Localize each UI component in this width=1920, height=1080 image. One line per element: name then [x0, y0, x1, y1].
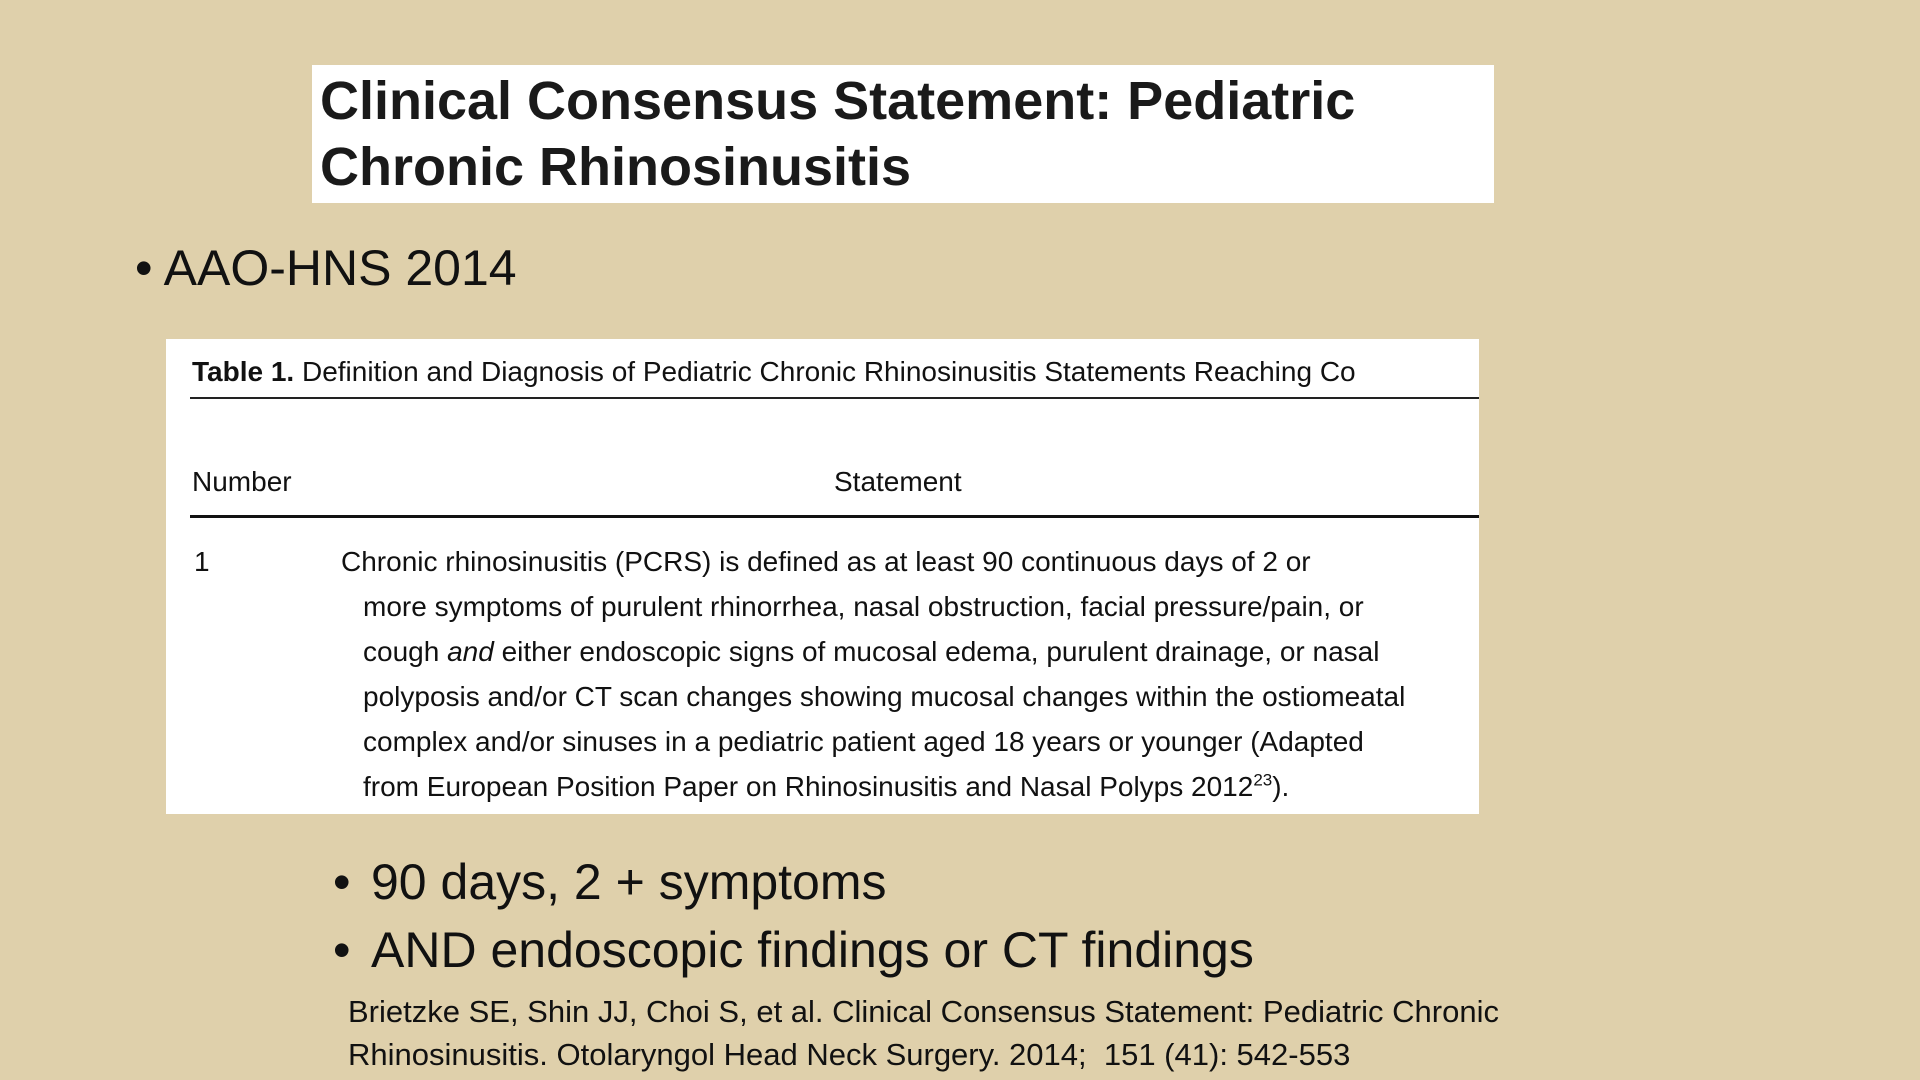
citation: Brietzke SE, Shin JJ, Choi S, et al. Cli… — [348, 990, 1499, 1076]
statement-fragment: from European Position Paper on Rhinosin… — [363, 771, 1254, 802]
header-statement: Statement — [834, 466, 962, 497]
statement-line: cough and either endoscopic signs of muc… — [341, 629, 1471, 674]
title-line-1: Clinical Consensus Statement: Pediatric — [320, 71, 1356, 131]
statement-line: more symptoms of purulent rhinorrhea, na… — [363, 591, 1364, 622]
bullet-text: 90 days, 2 + symptoms — [371, 854, 887, 910]
sub-bullet-1: • 90 days, 2 + symptoms — [333, 852, 887, 912]
statement-fragment: ). — [1272, 771, 1290, 802]
caption-text: Definition and Diagnosis of Pediatric Ch… — [294, 356, 1356, 387]
title-line-2: Chronic Rhinosinusitis — [320, 137, 912, 197]
caption-rule — [190, 397, 1479, 399]
header-rule — [190, 515, 1479, 518]
statement-text: Chronic rhinosinusitis (PCRS) is defined… — [341, 539, 1471, 809]
title-image: Clinical Consensus Statement: Pediatric … — [312, 65, 1494, 203]
citation-line-1: Brietzke SE, Shin JJ, Choi S, et al. Cli… — [348, 994, 1499, 1029]
row-number: 1 — [194, 546, 210, 577]
reference-superscript: 23 — [1253, 770, 1273, 790]
table-caption: Table 1. Definition and Diagnosis of Ped… — [192, 355, 1356, 389]
statement-line: complex and/or sinuses in a pediatric pa… — [363, 726, 1364, 757]
bullet-dot: • — [333, 854, 351, 910]
statement-line: from European Position Paper on Rhinosin… — [341, 764, 1471, 809]
citation-line-2: Rhinosinusitis. Otolaryngol Head Neck Su… — [348, 1037, 1351, 1072]
statement-line: Chronic rhinosinusitis (PCRS) is defined… — [341, 546, 1311, 577]
caption-label: Table 1. — [192, 356, 295, 387]
header-number: Number — [192, 466, 292, 497]
main-bullet: • AAO-HNS 2014 — [135, 238, 517, 298]
statement-italic: and — [439, 636, 502, 667]
bullet-dot: • — [333, 922, 351, 978]
bullet-text: AAO-HNS 2014 — [163, 240, 517, 296]
table-image: Table 1. Definition and Diagnosis of Ped… — [166, 339, 1479, 814]
sub-bullet-2: • AND endoscopic findings or CT findings — [333, 920, 1254, 980]
statement-line: polyposis and/or CT scan changes showing… — [363, 681, 1406, 712]
statement-fragment: either endoscopic signs of mucosal edema… — [501, 636, 1380, 667]
bullet-dot: • — [135, 240, 153, 296]
bullet-text: AND endoscopic findings or CT findings — [371, 922, 1254, 978]
statement-fragment: cough — [363, 636, 440, 667]
